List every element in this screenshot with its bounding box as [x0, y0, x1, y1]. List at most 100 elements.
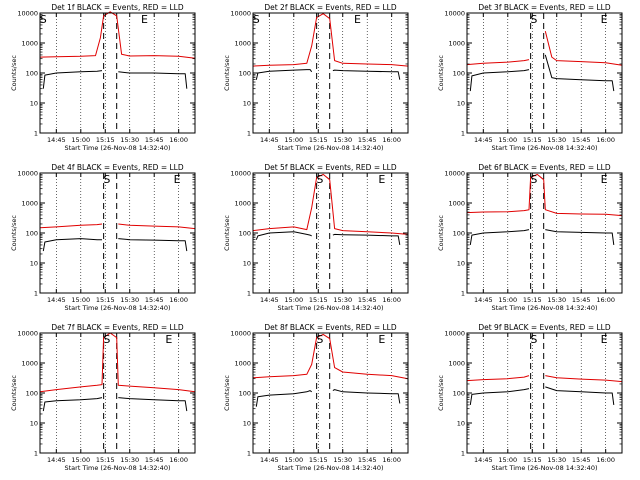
y-tick-label: 10000	[17, 9, 38, 17]
events-series-line	[469, 388, 530, 405]
y-tick-label: 100	[26, 229, 38, 237]
x-tick-label: 14:45	[47, 456, 66, 464]
x-tick-label: 14:45	[474, 136, 493, 144]
y-tick-label: 100	[239, 69, 251, 77]
y-tick-label: 10000	[230, 329, 251, 337]
start-marker: S	[253, 13, 260, 26]
x-tick-label: 15:15	[309, 296, 328, 304]
start-marker: S	[530, 13, 537, 26]
x-tick-label: 15:00	[71, 456, 90, 464]
y-tick-label: 1	[34, 449, 38, 457]
x-tick-label: 16:00	[382, 296, 401, 304]
events-series-line	[469, 229, 530, 245]
x-tick-label: 16:00	[169, 296, 188, 304]
x-tick-label: 16:00	[169, 136, 188, 144]
x-tick-label: 14:45	[47, 296, 66, 304]
detector-panel-1: Det 1f BLACK = Events, RED = LLD 1 10 100 10…	[10, 3, 196, 152]
y-tick-label: 10000	[444, 329, 465, 337]
x-tick-label: 14:45	[260, 456, 279, 464]
x-tick-label: 15:30	[547, 456, 566, 464]
events-series-line	[332, 69, 401, 80]
y-tick-label: 10000	[444, 169, 465, 177]
y-tick-label: 1	[34, 289, 38, 297]
y-axis-label: Counts/sec	[437, 375, 445, 411]
end-marker: E	[174, 173, 181, 186]
events-series-line	[42, 397, 103, 412]
detector-panel-8: Det 8f BLACK = Events, RED = LLD 1 10 100 10…	[223, 323, 409, 472]
x-tick-label: 14:45	[474, 296, 493, 304]
lld-series-line	[466, 375, 623, 383]
x-tick-label: 15:45	[572, 296, 591, 304]
x-tick-label: 15:45	[145, 296, 164, 304]
start-marker: S	[103, 173, 110, 186]
events-series-line	[42, 70, 103, 89]
x-tick-label: 15:30	[547, 136, 566, 144]
x-tick-label: 14:45	[260, 296, 279, 304]
y-tick-label: 1000	[234, 359, 251, 367]
events-series-line	[545, 229, 615, 245]
x-tick-label: 15:30	[333, 296, 352, 304]
x-tick-label: 14:45	[260, 136, 279, 144]
x-tick-label: 15:30	[120, 456, 139, 464]
lld-series-line	[39, 223, 196, 230]
y-tick-label: 10000	[230, 9, 251, 17]
end-marker: E	[141, 13, 148, 26]
x-tick-label: 15:30	[120, 136, 139, 144]
x-axis-label: Start Time (26-Nov-08 14:32:40)	[278, 304, 384, 312]
x-tick-label: 15:00	[284, 296, 303, 304]
x-axis-label: Start Time (26-Nov-08 14:32:40)	[492, 464, 598, 472]
panel-title: Det 8f BLACK = Events, RED = LLD	[264, 323, 397, 332]
lld-series-line	[466, 30, 623, 66]
y-tick-label: 100	[26, 389, 38, 397]
x-axis-label: Start Time (26-Nov-08 14:32:40)	[278, 464, 384, 472]
x-tick-label: 15:00	[498, 296, 517, 304]
start-marker: S	[316, 173, 323, 186]
plot-frame	[252, 12, 409, 134]
x-tick-label: 15:45	[145, 136, 164, 144]
x-tick-label: 15:00	[498, 456, 517, 464]
y-tick-label: 100	[453, 69, 465, 77]
panel-title: Det 3f BLACK = Events, RED = LLD	[478, 3, 611, 12]
x-tick-label: 15:00	[498, 136, 517, 144]
y-tick-label: 10000	[17, 329, 38, 337]
y-tick-label: 1	[247, 129, 251, 137]
detector-panel-4: Det 4f BLACK = Events, RED = LLD 1 10 100 10…	[10, 163, 196, 312]
end-marker: E	[601, 13, 608, 26]
x-tick-label: 15:30	[547, 296, 566, 304]
detector-panel-2: Det 2f BLACK = Events, RED = LLD 1 10 100 10…	[223, 3, 409, 152]
detector-panel-6: Det 6f BLACK = Events, RED = LLD 1 10 100 10…	[437, 163, 623, 312]
y-tick-label: 10	[243, 419, 251, 427]
y-tick-label: 100	[453, 229, 465, 237]
end-marker: E	[378, 333, 385, 346]
x-tick-label: 15:45	[145, 456, 164, 464]
end-marker: E	[378, 173, 385, 186]
y-tick-label: 10	[30, 419, 38, 427]
start-marker: S	[103, 333, 110, 346]
x-tick-label: 15:15	[96, 456, 115, 464]
events-series-line	[255, 390, 312, 407]
y-tick-label: 1000	[234, 199, 251, 207]
x-axis-label: Start Time (26-Nov-08 14:32:40)	[65, 304, 171, 312]
panel-title: Det 4f BLACK = Events, RED = LLD	[51, 163, 184, 172]
end-marker: E	[165, 333, 172, 346]
x-axis-label: Start Time (26-Nov-08 14:32:40)	[65, 464, 171, 472]
x-tick-label: 15:15	[96, 136, 115, 144]
y-tick-label: 10	[30, 99, 38, 107]
x-tick-label: 14:45	[47, 136, 66, 144]
x-tick-label: 16:00	[596, 136, 615, 144]
y-axis-label: Counts/sec	[437, 215, 445, 251]
events-series-line	[544, 54, 615, 92]
y-tick-label: 1000	[448, 359, 465, 367]
x-tick-label: 15:15	[523, 136, 542, 144]
end-marker: E	[601, 333, 608, 346]
events-series-line	[545, 386, 615, 405]
y-tick-label: 10	[457, 99, 465, 107]
y-axis-label: Counts/sec	[223, 55, 231, 91]
y-axis-label: Counts/sec	[10, 375, 18, 411]
y-tick-label: 100	[239, 389, 251, 397]
events-series-line	[255, 69, 313, 80]
lld-series-line	[466, 173, 623, 217]
plot-frame	[39, 172, 196, 294]
x-tick-label: 15:15	[309, 456, 328, 464]
